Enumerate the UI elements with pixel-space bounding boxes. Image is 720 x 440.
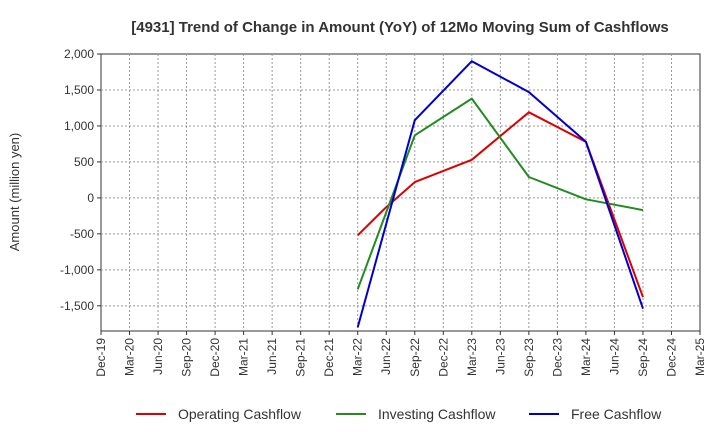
y-axis-label: Amount (million yen) [7, 133, 22, 252]
x-tick-label: Mar-23 [465, 338, 479, 376]
x-tick-label: Jun-23 [493, 338, 507, 375]
y-tick-label: 500 [74, 155, 94, 169]
x-tick-label: Mar-24 [579, 338, 593, 376]
x-tick-label: Sep-20 [180, 338, 194, 377]
x-tick-label: Jun-21 [265, 338, 279, 375]
x-tick-label: Dec-24 [664, 338, 678, 377]
y-tick-label: -1,000 [60, 263, 94, 277]
x-tick-label: Jun-20 [151, 338, 165, 375]
series-lines [356, 60, 644, 328]
x-tick-label: Sep-21 [294, 338, 308, 377]
grid [100, 53, 701, 332]
x-tick-label: Sep-23 [522, 338, 536, 377]
plot-frame [100, 53, 701, 332]
axes: 2,000 1,500 1,000 500 0 -500 -1,000 -1,500 Dec-1… [60, 47, 707, 377]
y-tick-label: 0 [87, 191, 94, 205]
legend-label-free-cashflow: Free Cashflow [571, 406, 662, 422]
legend: Operating Cashflow Investing Cashflow Free… [136, 406, 662, 422]
x-tick-label: Dec-19 [94, 338, 108, 377]
y-tick-label: 2,000 [64, 47, 94, 61]
x-tick-label: Dec-21 [322, 338, 336, 377]
y-tick-label: -500 [70, 227, 94, 241]
series-line-free-cashflow [356, 60, 644, 328]
x-tick-label: Dec-23 [550, 338, 564, 377]
y-tick-label: 1,500 [64, 83, 94, 97]
x-tick-label: Sep-22 [408, 338, 422, 377]
x-tick-label: Dec-22 [436, 338, 450, 377]
x-tick-label: Mar-22 [351, 338, 365, 376]
x-tick-label: Sep-24 [636, 338, 650, 377]
x-tick-label: Jun-24 [607, 338, 621, 375]
x-tick-label: Mar-25 [693, 338, 707, 376]
legend-label-operating-cashflow: Operating Cashflow [178, 406, 302, 422]
x-tick-label: Mar-20 [123, 338, 137, 376]
x-tick-label: Dec-20 [208, 338, 222, 377]
y-tick-label: -1,500 [60, 299, 94, 313]
chart-title: [4931] Trend of Change in Amount (YoY) o… [131, 19, 669, 36]
y-tick-label: 1,000 [64, 119, 94, 133]
x-tick-label: Mar-21 [237, 338, 251, 376]
legend-label-investing-cashflow: Investing Cashflow [378, 406, 496, 422]
series-line-investing-cashflow [356, 97, 644, 290]
x-tick-label: Jun-22 [379, 338, 393, 375]
